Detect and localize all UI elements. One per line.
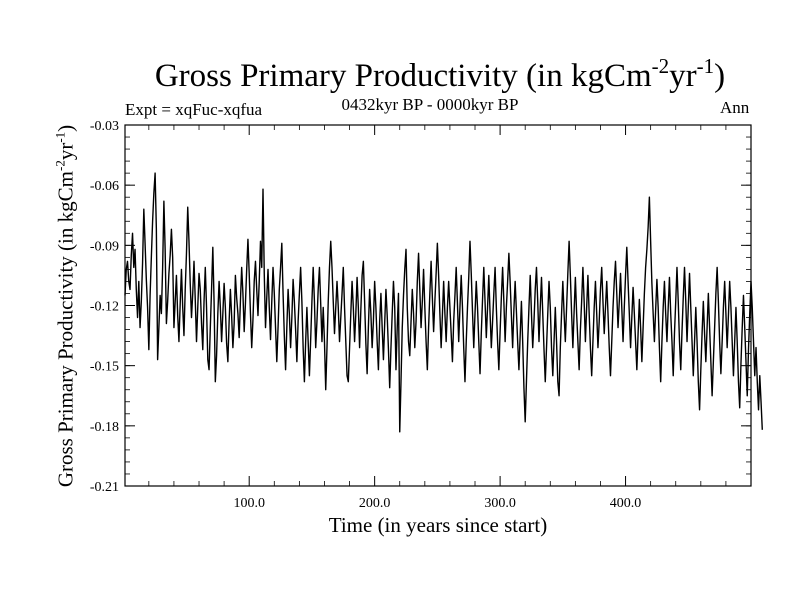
x-tick-label: 300.0 <box>484 496 516 511</box>
y-tick-label: -0.12 <box>90 300 119 315</box>
y-axis-label: Gross Primary Productivity (in kgCm-2yr-… <box>52 124 78 488</box>
chart-title: Gross Primary Productivity (in kgCm-2yr-… <box>154 54 726 95</box>
season-label: Ann <box>720 98 750 117</box>
y-tick-label: -0.06 <box>90 179 119 194</box>
experiment-label: Expt = xqFuc-xqfua <box>125 100 263 119</box>
period-label: 0432kyr BP - 0000kyr BP <box>341 95 519 114</box>
y-tick-label: -0.21 <box>90 480 119 495</box>
plot-frame <box>124 124 752 487</box>
y-tick-label: -0.03 <box>90 119 119 134</box>
x-tick-label: 200.0 <box>359 496 391 511</box>
y-tick-label: -0.09 <box>90 239 119 254</box>
x-axis-label: Time (in years since start) <box>328 513 548 537</box>
axis-ticks <box>125 124 751 487</box>
x-tick-label: 100.0 <box>233 496 265 511</box>
plot-area: -0.03 -0.06 -0.09 -0.12 -0.15 -0.18 -0.21 100.0… <box>90 119 763 511</box>
axis-tick-labels: -0.03 -0.06 -0.09 -0.12 -0.15 -0.18 -0.21 100.0… <box>90 119 641 511</box>
series-line-ann <box>124 172 763 433</box>
y-tick-label: -0.15 <box>90 360 119 375</box>
x-tick-label: 400.0 <box>610 496 642 511</box>
y-tick-label: -0.18 <box>90 420 119 435</box>
